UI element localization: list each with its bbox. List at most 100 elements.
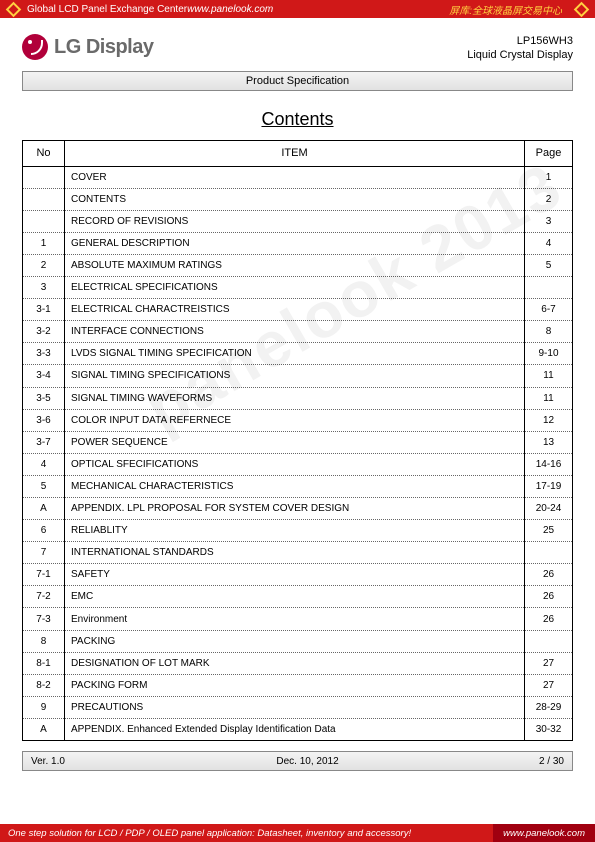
cell-no: 3-1 <box>23 299 65 321</box>
cell-page <box>525 542 573 564</box>
table-row: AAPPENDIX. Enhanced Extended Display Ide… <box>23 718 573 740</box>
cell-page: 11 <box>525 387 573 409</box>
cell-item: ELECTRICAL CHARACTREISTICS <box>65 299 525 321</box>
cell-no: 6 <box>23 520 65 542</box>
bottom-banner-url: www.panelook.com <box>493 824 595 842</box>
cell-no: 9 <box>23 696 65 718</box>
cell-no: 3-3 <box>23 343 65 365</box>
cell-no: 7 <box>23 542 65 564</box>
cell-item: DESIGNATION OF LOT MARK <box>65 652 525 674</box>
lg-logo-icon <box>22 34 48 60</box>
model-block: LP156WH3 Liquid Crystal Display <box>467 34 573 63</box>
footer-page: 2 / 30 <box>502 756 572 767</box>
table-row: 6RELIABLITY25 <box>23 520 573 542</box>
cell-item: SAFETY <box>65 564 525 586</box>
col-page-header: Page <box>525 140 573 166</box>
cell-page: 25 <box>525 520 573 542</box>
cell-no: 7-1 <box>23 564 65 586</box>
table-row: 3-7POWER SEQUENCE13 <box>23 431 573 453</box>
cell-no: 3-5 <box>23 387 65 409</box>
table-row: 3-1ELECTRICAL CHARACTREISTICS6-7 <box>23 299 573 321</box>
spec-bar: Product Specification <box>22 71 573 91</box>
cell-item: ELECTRICAL SPECIFICATIONS <box>65 277 525 299</box>
cell-no <box>23 166 65 188</box>
cell-no: 3-4 <box>23 365 65 387</box>
cell-page: 27 <box>525 674 573 696</box>
table-row: 7-2EMC26 <box>23 586 573 608</box>
cell-no: 3-7 <box>23 431 65 453</box>
cell-page: 26 <box>525 564 573 586</box>
cell-item: INTERFACE CONNECTIONS <box>65 321 525 343</box>
cell-item: SIGNAL TIMING WAVEFORMS <box>65 387 525 409</box>
cell-page: 13 <box>525 431 573 453</box>
cell-no <box>23 210 65 232</box>
cell-page: 3 <box>525 210 573 232</box>
cell-page: 6-7 <box>525 299 573 321</box>
table-row: 3-5SIGNAL TIMING WAVEFORMS11 <box>23 387 573 409</box>
cell-no: A <box>23 718 65 740</box>
table-row: 7INTERNATIONAL STANDARDS <box>23 542 573 564</box>
cell-item: PRECAUTIONS <box>65 696 525 718</box>
banner-center-url: www.panelook.com <box>187 4 449 15</box>
col-item-header: ITEM <box>65 140 525 166</box>
cell-page <box>525 277 573 299</box>
table-row: AAPPENDIX. LPL PROPOSAL FOR SYSTEM COVER… <box>23 498 573 520</box>
cell-no <box>23 188 65 210</box>
cell-item: INTERNATIONAL STANDARDS <box>65 542 525 564</box>
cell-no: 1 <box>23 232 65 254</box>
cell-no: 8-1 <box>23 652 65 674</box>
cell-item: RECORD OF REVISIONS <box>65 210 525 232</box>
cell-item: SIGNAL TIMING SPECIFICATIONS <box>65 365 525 387</box>
cell-no: 4 <box>23 453 65 475</box>
banner-right-text: 屏库:全球液晶屏交易中心 <box>449 2 562 17</box>
footer-version: Ver. 1.0 <box>23 756 113 767</box>
cell-no: 8-2 <box>23 674 65 696</box>
table-row: RECORD OF REVISIONS3 <box>23 210 573 232</box>
cell-item: EMC <box>65 586 525 608</box>
contents-title: Contents <box>22 109 573 130</box>
diamond-icon <box>6 1 22 17</box>
table-row: 5MECHANICAL CHARACTERISTICS17-19 <box>23 475 573 497</box>
cell-item: COVER <box>65 166 525 188</box>
cell-page: 8 <box>525 321 573 343</box>
table-row: COVER1 <box>23 166 573 188</box>
cell-page: 17-19 <box>525 475 573 497</box>
table-row: 7-1SAFETY26 <box>23 564 573 586</box>
table-row: 8PACKING <box>23 630 573 652</box>
cell-page: 30-32 <box>525 718 573 740</box>
table-row: 3-4SIGNAL TIMING SPECIFICATIONS11 <box>23 365 573 387</box>
table-row: 3-2INTERFACE CONNECTIONS8 <box>23 321 573 343</box>
bottom-banner: One step solution for LCD / PDP / OLED p… <box>0 824 595 842</box>
cell-page: 20-24 <box>525 498 573 520</box>
table-row: 1GENERAL DESCRIPTION4 <box>23 232 573 254</box>
cell-item: CONTENTS <box>65 188 525 210</box>
cell-page: 12 <box>525 409 573 431</box>
cell-no: A <box>23 498 65 520</box>
cell-item: PACKING FORM <box>65 674 525 696</box>
table-row: 4OPTICAL SFECIFICATIONS14-16 <box>23 453 573 475</box>
cell-item: Environment <box>65 608 525 630</box>
cell-item: PACKING <box>65 630 525 652</box>
cell-item: APPENDIX. LPL PROPOSAL FOR SYSTEM COVER … <box>65 498 525 520</box>
cell-page: 26 <box>525 586 573 608</box>
table-row: 3ELECTRICAL SPECIFICATIONS <box>23 277 573 299</box>
table-row: 2ABSOLUTE MAXIMUM RATINGS5 <box>23 254 573 276</box>
cell-page: 9-10 <box>525 343 573 365</box>
cell-no: 3 <box>23 277 65 299</box>
cell-page <box>525 630 573 652</box>
cell-page: 5 <box>525 254 573 276</box>
table-row: 3-3LVDS SIGNAL TIMING SPECIFICATION9-10 <box>23 343 573 365</box>
cell-page: 27 <box>525 652 573 674</box>
cell-no: 3-6 <box>23 409 65 431</box>
cell-page: 2 <box>525 188 573 210</box>
cell-item: GENERAL DESCRIPTION <box>65 232 525 254</box>
bottom-banner-text: One step solution for LCD / PDP / OLED p… <box>8 828 411 839</box>
model-number: LP156WH3 <box>467 34 573 48</box>
model-desc: Liquid Crystal Display <box>467 48 573 62</box>
cell-no: 7-2 <box>23 586 65 608</box>
table-row: 3-6COLOR INPUT DATA REFERNECE12 <box>23 409 573 431</box>
logo-text: LG Display <box>54 36 153 59</box>
col-no-header: No <box>23 140 65 166</box>
banner-left-text: Global LCD Panel Exchange Center <box>27 4 187 15</box>
table-row: CONTENTS2 <box>23 188 573 210</box>
